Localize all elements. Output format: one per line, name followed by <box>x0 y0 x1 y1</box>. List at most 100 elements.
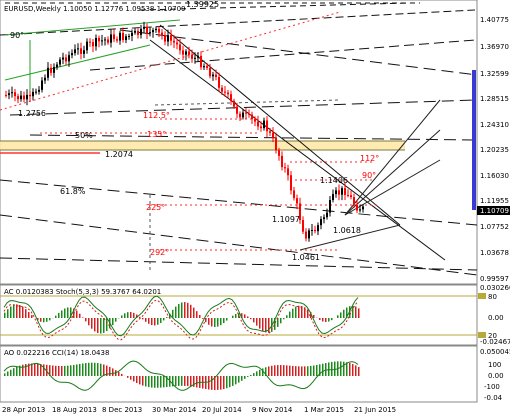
candle-body <box>299 203 301 221</box>
candle-body <box>140 28 142 35</box>
ac-bar <box>241 313 243 318</box>
ao-bar <box>187 376 189 387</box>
ac-bar <box>178 304 180 318</box>
ao-bar <box>232 376 234 386</box>
candle-body <box>197 55 199 58</box>
candle-body <box>338 190 340 195</box>
ao-bar <box>229 376 231 388</box>
ao-bar <box>253 373 255 376</box>
ao-bar <box>133 376 135 382</box>
candle-body <box>128 35 130 37</box>
ac-bar <box>193 307 195 318</box>
ac-bar <box>289 311 291 318</box>
ao-bar <box>184 376 186 386</box>
price-tick: 1.11955 <box>480 197 509 205</box>
ao-bar <box>319 364 321 376</box>
candle-body <box>242 112 244 118</box>
ao-bar <box>142 376 144 386</box>
ac-bar <box>232 315 234 318</box>
stochastic-signal-line <box>3 299 359 341</box>
ao-bar <box>136 376 138 384</box>
candle-body <box>134 30 136 33</box>
ao-bar <box>40 363 42 376</box>
ac-bar <box>28 312 30 318</box>
ac-bar <box>226 318 228 321</box>
candle-body <box>314 229 316 232</box>
ac-bar <box>187 302 189 318</box>
candle-body <box>224 91 226 93</box>
fib-90b-label: 90° <box>362 171 376 180</box>
ac-bar <box>127 312 129 318</box>
time-axis: 28 Apr 2013 18 Aug 2013 8 Dec 2013 30 Ma… <box>2 406 396 414</box>
candle-body <box>341 188 343 195</box>
ac-bar <box>265 318 267 333</box>
candle-body <box>317 225 319 232</box>
price-axis: 1.40775 1.36970 1.32599 1.28515 1.24310 … <box>480 16 509 283</box>
ac-bar <box>115 318 117 322</box>
candle-body <box>254 119 256 122</box>
price-tick: 1.36970 <box>480 43 509 51</box>
ac-bar <box>91 318 93 329</box>
ac-bar <box>163 318 165 321</box>
ac-bar <box>10 306 12 318</box>
candle-body <box>41 80 43 90</box>
ao-bar <box>73 364 75 376</box>
candle-body <box>26 94 28 100</box>
candle-body <box>92 42 94 47</box>
candle-body <box>23 95 25 100</box>
ao-bar <box>181 376 183 386</box>
ac-bar <box>328 318 330 322</box>
price-tick: 1.24310 <box>480 121 509 129</box>
price-tick: 1.32599 <box>480 70 509 78</box>
candle-body <box>260 126 262 129</box>
ac-bar <box>61 310 63 318</box>
ao-bar <box>34 363 36 376</box>
candle-body <box>290 175 292 191</box>
ao-bar <box>196 376 198 388</box>
candle-body <box>155 28 157 31</box>
fib-135-label: 135° <box>147 130 166 139</box>
ao-bar <box>256 371 258 376</box>
candle-body <box>302 220 304 232</box>
candle-body <box>71 53 73 56</box>
ac-bar <box>22 306 24 318</box>
ao-bar <box>7 371 9 376</box>
ac-bar <box>331 318 333 321</box>
candle-body <box>218 76 220 88</box>
candle-body <box>104 39 106 41</box>
ao-bar <box>97 363 99 376</box>
ao-bar <box>295 366 297 376</box>
candle-body <box>245 112 247 114</box>
ao-bar <box>262 368 264 376</box>
ao-bar <box>310 365 312 376</box>
ac-bar <box>238 313 240 318</box>
candle-body <box>107 39 109 43</box>
ao-bar <box>325 363 327 376</box>
candle-body <box>362 206 364 210</box>
ac-bar <box>247 316 249 318</box>
scrollbar-handle[interactable] <box>472 70 476 210</box>
ao-bar <box>148 376 150 388</box>
ac-bar <box>256 318 258 326</box>
candle-body <box>329 200 331 213</box>
ac-bar <box>298 305 300 318</box>
ao-bar <box>247 376 249 377</box>
ao-bar <box>160 376 162 388</box>
candle-body <box>311 229 313 231</box>
ac-bar <box>301 306 303 318</box>
candle-body <box>308 230 310 239</box>
ao-bar <box>289 365 291 376</box>
candle-body <box>158 28 160 33</box>
ao-bar <box>52 365 54 376</box>
candle-body <box>137 30 139 35</box>
ao-bar <box>157 376 159 388</box>
ao-bar <box>85 363 87 376</box>
ac-bar <box>133 312 135 318</box>
candle-body <box>203 66 205 68</box>
ao-bar <box>298 366 300 376</box>
percent-50-label: 50% <box>75 131 93 140</box>
ao-tick: 0.00 <box>488 372 504 380</box>
candle-body <box>236 106 238 114</box>
time-tick: 28 Apr 2013 <box>2 406 45 414</box>
